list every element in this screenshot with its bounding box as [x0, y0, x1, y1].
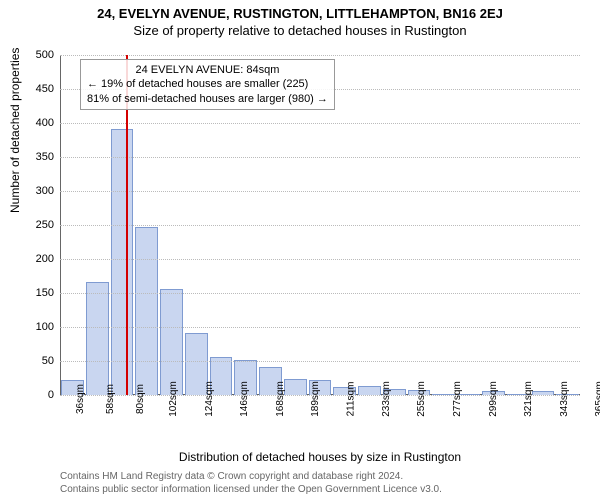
grid-line: [60, 191, 580, 192]
y-tick: 400: [36, 117, 60, 129]
annotation-box: 24 EVELYN AVENUE: 84sqm ← 19% of detache…: [80, 59, 335, 110]
histogram-bar: [160, 289, 183, 395]
footer-line2: Contains public sector information licen…: [60, 484, 580, 497]
grid-line: [60, 157, 580, 158]
histogram-bar: [111, 129, 134, 395]
grid-line: [60, 395, 580, 396]
y-tick: 450: [36, 83, 60, 95]
annotation-line2: ← 19% of detached houses are smaller (22…: [87, 77, 328, 91]
histogram-bar: [135, 227, 158, 395]
histogram-bar: [358, 386, 381, 395]
y-axis-label: Number of detached properties: [8, 48, 22, 213]
footer-line1: Contains HM Land Registry data © Crown c…: [60, 471, 580, 484]
annotation-line1: 24 EVELYN AVENUE: 84sqm: [87, 63, 328, 77]
x-axis-label: Distribution of detached houses by size …: [60, 450, 580, 464]
grid-line: [60, 259, 580, 260]
grid-line: [60, 123, 580, 124]
grid-line: [60, 225, 580, 226]
grid-line: [60, 361, 580, 362]
y-tick: 250: [36, 219, 60, 231]
y-tick: 500: [36, 49, 60, 61]
footer: Contains HM Land Registry data © Crown c…: [60, 471, 580, 496]
histogram-bar: [86, 282, 109, 395]
y-tick: 200: [36, 253, 60, 265]
y-tick: 0: [48, 389, 60, 401]
y-tick: 300: [36, 185, 60, 197]
grid-line: [60, 55, 580, 56]
page-title: 24, EVELYN AVENUE, RUSTINGTON, LITTLEHAM…: [0, 0, 600, 21]
annotation-line3: 81% of semi-detached houses are larger (…: [87, 92, 328, 106]
y-tick: 100: [36, 321, 60, 333]
histogram-plot: 36sqm58sqm80sqm102sqm124sqm146sqm168sqm1…: [60, 55, 580, 395]
grid-line: [60, 327, 580, 328]
grid-line: [60, 293, 580, 294]
y-tick: 50: [42, 355, 60, 367]
y-tick: 350: [36, 151, 60, 163]
page-subtitle: Size of property relative to detached ho…: [0, 21, 600, 38]
histogram-bar: [284, 379, 307, 395]
y-tick: 150: [36, 287, 60, 299]
